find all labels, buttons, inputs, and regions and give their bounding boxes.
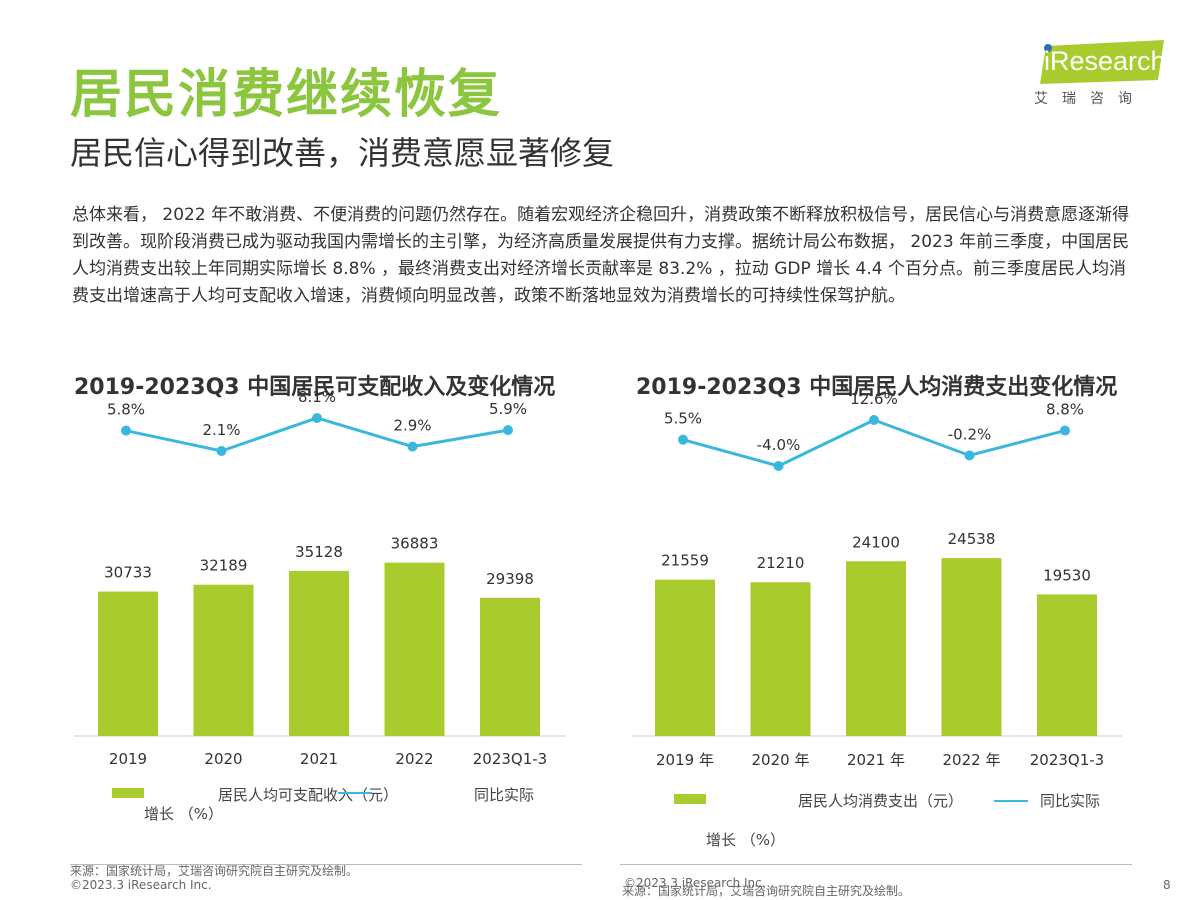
chart-2-legend-line-label-2: 增长 （%） (706, 831, 786, 849)
chart-1-bar-label-5: 29398 (486, 570, 534, 588)
chart-2-bar-label-5: 19530 (1043, 566, 1091, 584)
chart-1-x-tick-3: 2021 (300, 750, 338, 768)
page-subtitle: 居民信心得到改善，消费意愿显著修复 (70, 134, 615, 172)
footer-copyright-left: ©2023.3 iResearch Inc. (70, 878, 212, 892)
chart-2-x-tick-2: 2020 年 (752, 751, 810, 769)
chart-1-bar-label-2: 32189 (200, 557, 248, 575)
chart-2-bar-label-2: 21210 (757, 554, 805, 572)
chart-2-legend-bar-swatch (674, 794, 706, 804)
chart-1-line-label-1: 5.8% (107, 401, 145, 419)
chart-2-bar-1 (655, 579, 715, 736)
chart-1-line-point-2 (216, 446, 227, 456)
chart-2-line-point-4 (964, 450, 975, 461)
logo-text: iResearch (1044, 46, 1166, 76)
chart-2-line-point-5 (1060, 425, 1070, 436)
chart-2-line-point-2 (773, 461, 784, 471)
chart-2-bar-4 (941, 558, 1002, 736)
chart-1-bar-label-3: 35128 (295, 543, 343, 561)
footer-divider-right (620, 864, 1132, 865)
chart-1-line-point-5 (503, 425, 513, 436)
chart-2-line-point-3 (869, 415, 879, 425)
chart-2-line-series (682, 418, 1066, 468)
chart-1-legend-line-label-2: 增长 （%） (144, 805, 224, 823)
footer-source-left: 来源：国家统计局，艾瑞咨询研究院自主研究及绘制。 (70, 864, 359, 878)
logo-subtext: 艾瑞咨询 (1034, 91, 1146, 107)
chart-2-x-tick-3: 2021 年 (847, 751, 905, 769)
chart-2-x-tick-5: 2023Q1-3 (1030, 751, 1104, 769)
chart-2-legend-line-label: 同比实际 (1040, 792, 1101, 810)
chart-1-x-tick-5: 2023Q1-3 (473, 750, 547, 768)
chart-2-title: 2019-2023Q3 中国居民人均消费支出变化情况 (636, 375, 1118, 400)
chart-2-line-label-4: -0.2% (948, 425, 992, 443)
chart-1-bar-5 (480, 597, 540, 736)
chart-1-line-point-4 (407, 441, 418, 452)
chart-1-bar-2 (193, 584, 254, 736)
footer-divider-left (70, 864, 582, 865)
chart-1-legend-line-label: 同比实际 (474, 786, 535, 804)
chart-2-bar-2 (750, 582, 811, 736)
chart-2-line-label-1: 5.5% (664, 410, 702, 428)
chart-1-x-tick-2: 2020 (204, 750, 242, 768)
chart-1-line-label-2: 2.1% (202, 421, 240, 439)
chart-2-bar-label-4: 24538 (948, 530, 996, 548)
chart-2-line-point-1 (678, 434, 688, 445)
chart-1-bar-3 (289, 570, 349, 736)
chart-1-bar-1 (98, 591, 158, 736)
chart-1-x-tick-1: 2019 (109, 750, 147, 768)
chart-1-line-point-3 (312, 413, 322, 423)
chart-1-bar-4 (384, 562, 445, 736)
chart-1-x-tick-4: 2022 (395, 750, 433, 768)
chart-2-x-tick-1: 2019 年 (656, 751, 714, 769)
chart-1-line-label-3: 8.1% (298, 388, 336, 406)
chart-2-bar-5 (1037, 594, 1097, 736)
summary-paragraph: 总体来看， 2022 年不敢消费、不便消费的问题仍然存在。随着宏观经济企稳回升，… (72, 205, 1130, 306)
chart-1-line-point-1 (121, 425, 131, 436)
chart-1-legend-bar-label: 居民人均可支配收入（元） (218, 786, 399, 804)
chart-1-line-label-4: 2.9% (393, 417, 431, 435)
chart-1-legend-line-swatch (338, 792, 372, 794)
footer-source-right: 来源：国家统计局，艾瑞咨询研究院自主研究及绘制。 (622, 884, 911, 898)
chart-1-legend-bar-swatch (112, 788, 144, 798)
chart-2-line-label-5: 8.8% (1046, 401, 1084, 419)
iresearch-logo: iResearch 艾瑞咨询 (1030, 40, 1170, 110)
chart-2-x-tick-4: 2022 年 (943, 751, 1001, 769)
page-title: 居民消费继续恢复 (70, 65, 503, 125)
chart-2-line-label-2: -4.0% (757, 436, 801, 454)
logo-badge-shape (1040, 40, 1164, 84)
page-number: 8 (1163, 878, 1171, 892)
chart-2-bar-3 (846, 561, 906, 736)
chart-2-bar-label-3: 24100 (852, 533, 900, 551)
chart-2-legend-line-swatch (994, 800, 1028, 802)
footer-copyright-right: ©2023.3 iResearch Inc. (624, 876, 766, 890)
chart-1-bar-label-1: 30733 (104, 564, 152, 582)
chart-2-legend-bar-label: 居民人均消费支出（元） (798, 792, 964, 810)
chart-1-title: 2019-2023Q3 中国居民可支配收入及变化情况 (74, 375, 556, 400)
chart-1-line-label-5: 5.9% (489, 400, 527, 418)
chart-1-bar-label-4: 36883 (391, 535, 439, 553)
chart-2-line-label-3: 12.6% (850, 390, 898, 408)
chart-2-bar-label-1: 21559 (661, 552, 709, 570)
